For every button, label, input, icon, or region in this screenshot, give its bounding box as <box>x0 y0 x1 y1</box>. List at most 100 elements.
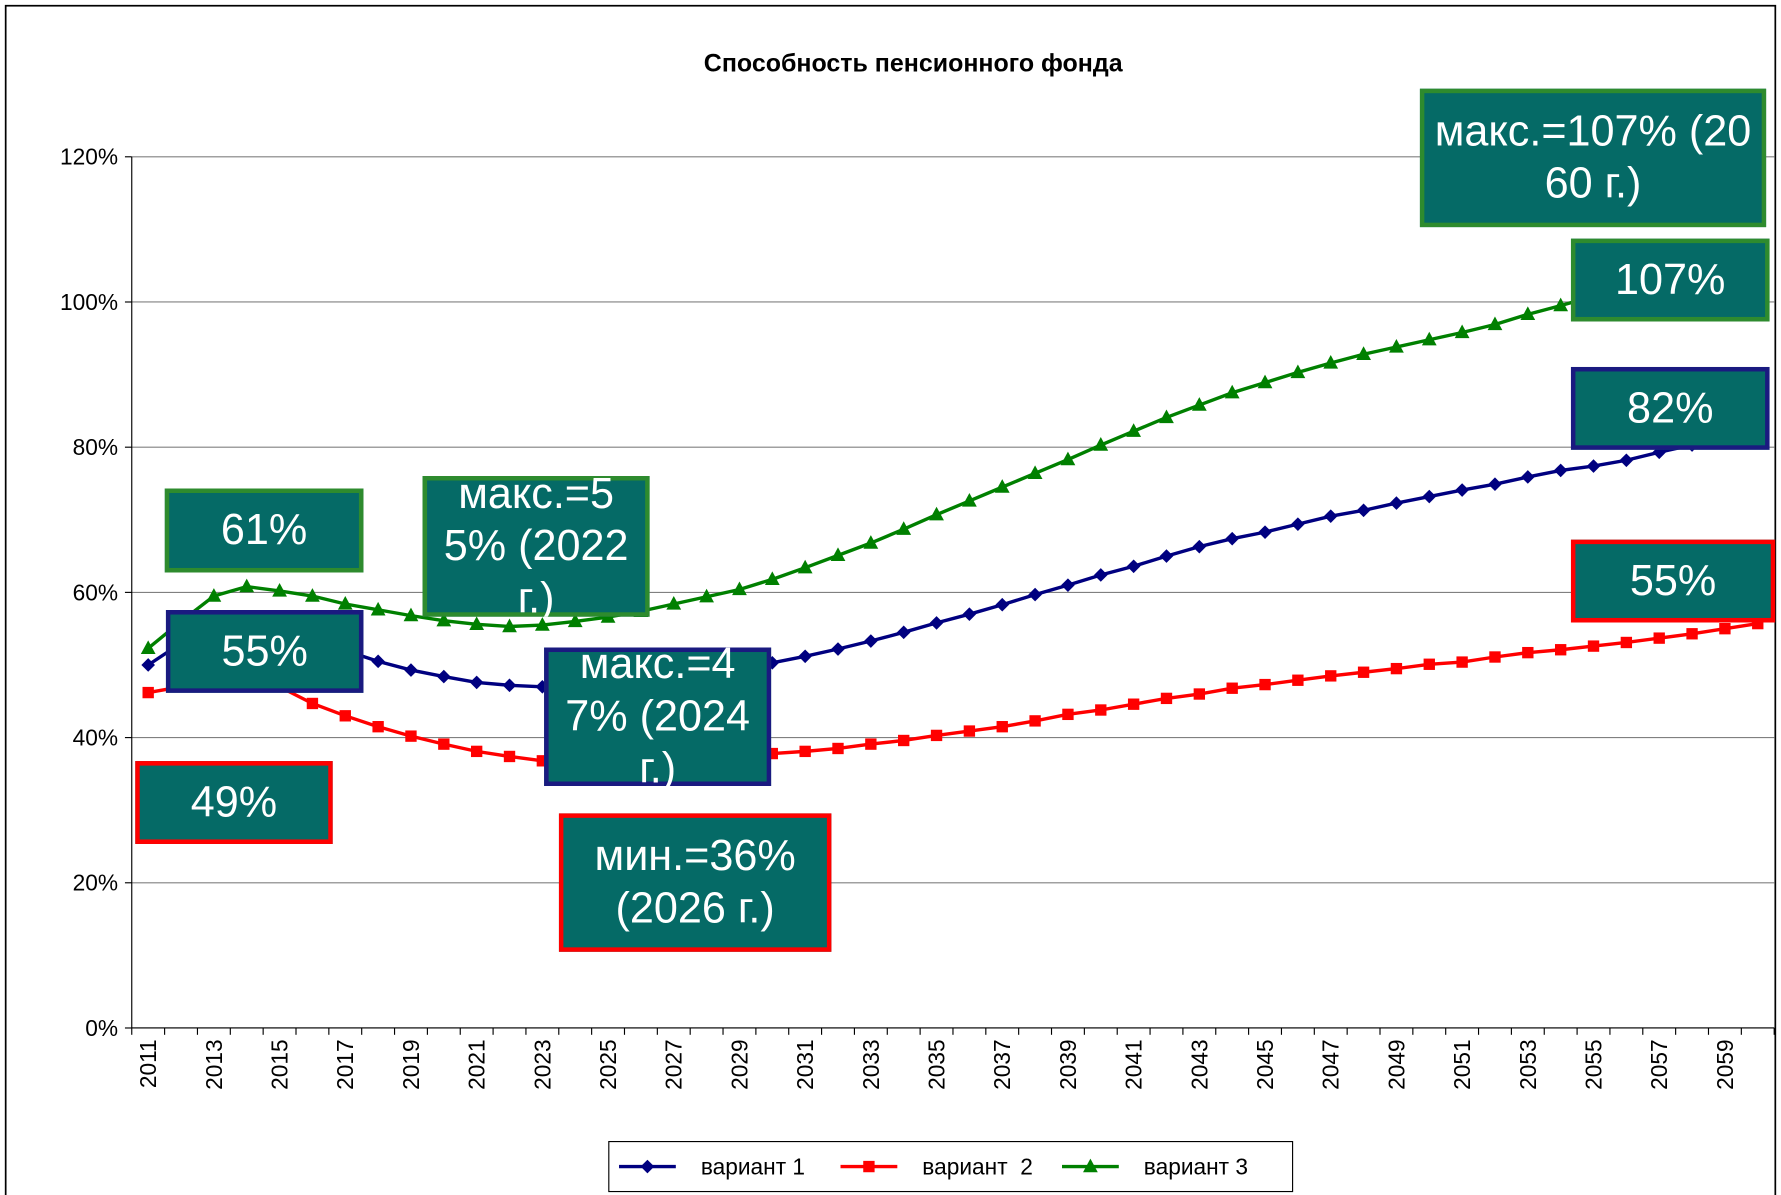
marker <box>1225 531 1239 546</box>
marker <box>1292 674 1304 686</box>
marker <box>1356 346 1371 360</box>
marker <box>1389 339 1404 353</box>
marker <box>929 616 944 630</box>
marker <box>666 596 682 610</box>
marker <box>732 581 747 596</box>
marker <box>1456 656 1468 668</box>
x-tick-label: 2041 <box>1121 1039 1147 1090</box>
marker <box>994 479 1010 493</box>
marker <box>1192 539 1207 554</box>
marker <box>141 658 155 672</box>
marker <box>272 582 287 597</box>
annotation-text: макс.=47% (2024 г.) <box>544 647 772 787</box>
marker <box>1619 453 1634 468</box>
x-tick-label: 2053 <box>1515 1039 1541 1090</box>
marker <box>1323 509 1338 523</box>
marker <box>1061 578 1075 592</box>
annotation: мин.=36% (2026 г.) <box>558 813 832 952</box>
marker <box>1586 459 1601 473</box>
x-tick-label: 2019 <box>398 1039 424 1090</box>
marker <box>1323 355 1339 369</box>
marker <box>1356 503 1371 518</box>
marker <box>799 745 811 758</box>
marker <box>1126 423 1142 437</box>
annotation-text: 49% <box>135 761 333 844</box>
y-tick-label: 40% <box>73 725 118 751</box>
annotation: 82% <box>1570 366 1770 450</box>
marker <box>1191 397 1207 411</box>
marker <box>1226 682 1238 694</box>
marker <box>1488 477 1502 492</box>
x-tick-label: 2037 <box>989 1039 1015 1090</box>
marker <box>1620 636 1633 649</box>
marker <box>1521 470 1535 484</box>
x-tick-label: 2051 <box>1449 1039 1475 1090</box>
marker <box>372 721 384 733</box>
marker <box>898 734 910 747</box>
marker <box>896 521 912 535</box>
marker <box>1126 559 1141 574</box>
marker <box>502 678 517 693</box>
marker <box>1159 549 1174 563</box>
marker <box>405 730 417 742</box>
marker <box>1027 465 1043 480</box>
annotation-text: 55% <box>165 609 364 693</box>
marker <box>1357 666 1370 678</box>
series-line <box>147 249 1759 650</box>
marker <box>567 613 583 628</box>
marker <box>1520 306 1536 321</box>
x-tick-label: 2015 <box>267 1039 293 1090</box>
marker <box>1653 632 1665 644</box>
marker <box>1553 297 1569 312</box>
marker <box>469 616 485 631</box>
y-tick-label: 0% <box>85 1015 118 1041</box>
annotation: 107% <box>1570 238 1770 322</box>
marker <box>963 725 976 737</box>
marker <box>1455 483 1469 497</box>
x-tick-label: 2023 <box>529 1039 555 1090</box>
marker <box>863 535 879 549</box>
x-tick-label: 2031 <box>792 1039 818 1090</box>
x-tick-label: 2039 <box>1055 1039 1081 1090</box>
marker <box>1421 331 1437 346</box>
marker <box>206 588 222 602</box>
annotation: макс.=47% (2024 г.) <box>544 647 772 787</box>
marker <box>1554 644 1567 656</box>
marker <box>1257 374 1273 389</box>
marker <box>306 697 319 710</box>
marker <box>1423 658 1435 670</box>
marker <box>469 675 484 690</box>
x-tick-label: 2055 <box>1580 1039 1606 1090</box>
marker <box>1686 628 1698 640</box>
annotation: 49% <box>135 761 333 844</box>
marker <box>1553 463 1568 478</box>
y-tick-label: 60% <box>73 579 118 605</box>
marker <box>798 649 812 664</box>
legend-box <box>608 1141 1294 1193</box>
marker <box>962 607 977 621</box>
annotation-text: 107% <box>1570 238 1770 322</box>
marker <box>239 578 255 593</box>
legend-label: вариант 1 <box>701 1154 805 1180</box>
series-line <box>147 430 1759 689</box>
annotation-text: макс.=55% (2022 г.) <box>422 475 650 617</box>
x-tick-label: 2059 <box>1712 1039 1738 1090</box>
marker <box>502 618 517 633</box>
annotation-text: 61% <box>164 488 364 573</box>
x-tick-label: 2011 <box>135 1039 161 1088</box>
marker <box>1224 384 1240 399</box>
marker <box>929 506 944 521</box>
annotation-text: макс.=107% (2060 г.) <box>1419 88 1767 228</box>
marker <box>140 640 156 654</box>
marker <box>1258 525 1272 539</box>
marker <box>1028 587 1042 602</box>
marker <box>1454 324 1470 339</box>
marker <box>1029 715 1041 727</box>
marker <box>1291 517 1305 531</box>
marker <box>995 597 1010 612</box>
marker <box>470 745 483 758</box>
annotation: 55% <box>165 609 364 693</box>
marker <box>536 755 549 767</box>
marker <box>1290 364 1306 379</box>
